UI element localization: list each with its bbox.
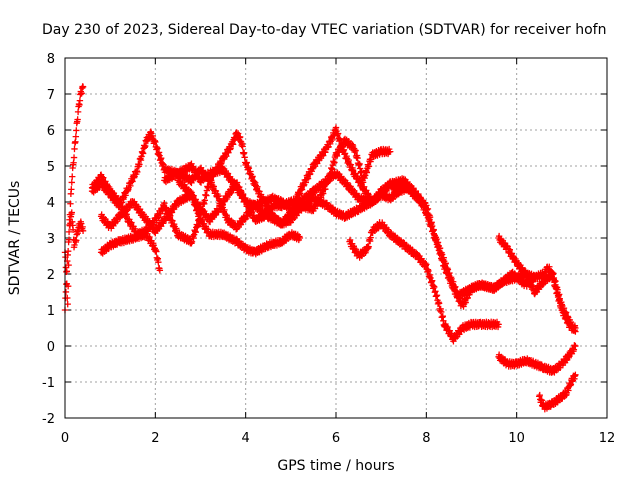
- data-point: [572, 328, 579, 335]
- data-point: [71, 145, 78, 153]
- data-point: [331, 159, 338, 166]
- data-point: [531, 274, 538, 281]
- data-point: [296, 234, 304, 242]
- data-point: [74, 108, 82, 116]
- data-point: [435, 300, 443, 307]
- data-point: [495, 321, 502, 328]
- y-axis-label: SDTVAR / TECUs: [7, 181, 23, 296]
- series-sat-m: [536, 371, 579, 413]
- x-tick-label: 0: [61, 431, 69, 446]
- data-point: [76, 97, 84, 104]
- data-point: [73, 237, 80, 244]
- series-sat-f: [97, 189, 304, 258]
- data-point: [142, 142, 149, 150]
- series-sat-i: [346, 219, 502, 345]
- series-sat-l: [495, 342, 579, 376]
- y-tick-label: 7: [47, 88, 55, 103]
- x-tick-label: 4: [242, 431, 250, 446]
- data-point: [72, 133, 80, 140]
- y-tick-label: 1: [47, 304, 55, 319]
- x-tick-label: 12: [599, 431, 616, 446]
- data-point: [73, 127, 80, 134]
- data-point: [69, 226, 77, 234]
- data-point: [68, 209, 75, 216]
- data-point: [438, 308, 445, 316]
- data-point: [572, 371, 579, 378]
- y-tick-label: 2: [47, 268, 55, 283]
- data-point: [65, 228, 73, 236]
- series-sat-e: [97, 228, 164, 274]
- data-point: [365, 243, 372, 250]
- data-point: [67, 200, 74, 207]
- data-point: [153, 248, 160, 255]
- data-point: [65, 261, 72, 269]
- y-tick-label: -2: [42, 412, 55, 427]
- data-point: [201, 197, 208, 204]
- data-point: [426, 214, 434, 221]
- y-tick-label: 4: [47, 196, 55, 211]
- plot-frame: [64, 57, 608, 419]
- data-point: [552, 278, 559, 285]
- data-point: [74, 116, 81, 123]
- data-point: [70, 154, 78, 161]
- data-point: [424, 205, 432, 213]
- x-axis-label: GPS time / hours: [277, 458, 394, 474]
- data-point: [239, 143, 246, 150]
- data-point: [65, 238, 72, 246]
- y-tick-label: 3: [47, 232, 55, 247]
- y-tick-label: 0: [47, 340, 55, 355]
- data-point: [63, 281, 70, 288]
- data-point: [437, 249, 444, 257]
- data-point: [572, 342, 579, 350]
- data-point: [64, 300, 71, 308]
- chart-title: Day 230 of 2023, Sidereal Day-to-day VTE…: [42, 22, 606, 38]
- data-point: [79, 83, 87, 90]
- data-point: [68, 186, 75, 193]
- data-point: [156, 267, 164, 274]
- series-sat-j: [391, 178, 538, 310]
- x-tick-label: 2: [151, 431, 159, 446]
- data-point: [352, 147, 359, 154]
- x-tick-label: 6: [332, 431, 340, 446]
- data-point: [387, 148, 394, 155]
- data-point: [136, 161, 143, 168]
- data-point: [68, 179, 75, 186]
- x-tick-label: 10: [508, 431, 525, 446]
- data-point: [69, 173, 76, 180]
- data-point: [155, 258, 162, 266]
- y-tick-label: 8: [47, 52, 55, 67]
- y-tick-label: -1: [42, 376, 55, 391]
- data-point: [79, 227, 87, 234]
- data-point: [62, 288, 70, 296]
- y-tick-label: 6: [47, 124, 55, 139]
- data-point: [554, 286, 561, 293]
- series-sat-k: [495, 232, 579, 335]
- data-points: [61, 83, 579, 413]
- y-tick-label: 5: [47, 160, 55, 175]
- x-tick-label: 8: [422, 431, 430, 446]
- data-point: [64, 248, 72, 255]
